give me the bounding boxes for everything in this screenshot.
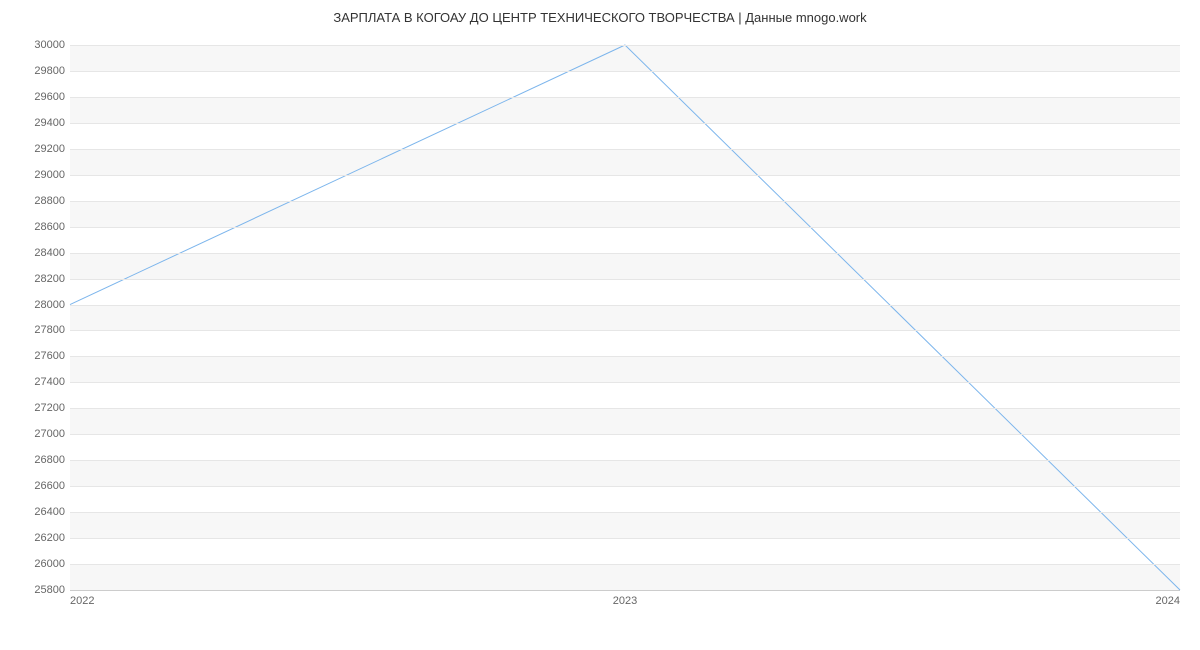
gridline [70,253,1180,254]
y-axis-label: 29000 [5,169,65,181]
gridline [70,201,1180,202]
gridline [70,382,1180,383]
y-axis-label: 29600 [5,91,65,103]
gridline [70,123,1180,124]
y-axis-label: 26800 [5,454,65,466]
gridline [70,227,1180,228]
gridline [70,305,1180,306]
gridline [70,97,1180,98]
y-axis-label: 28600 [5,221,65,233]
gridline [70,149,1180,150]
gridline [70,279,1180,280]
gridline [70,45,1180,46]
gridline [70,460,1180,461]
gridline [70,330,1180,331]
y-axis-label: 30000 [5,39,65,51]
y-axis-label: 28000 [5,299,65,311]
gridline [70,512,1180,513]
y-axis-label: 28200 [5,273,65,285]
y-axis-label: 26200 [5,532,65,544]
y-axis-label: 25800 [5,584,65,596]
y-axis-label: 27000 [5,428,65,440]
y-axis-label: 28800 [5,195,65,207]
gridline [70,564,1180,565]
gridline [70,434,1180,435]
y-axis-label: 29200 [5,143,65,155]
x-axis-label: 2024 [1156,595,1180,607]
gridline [70,175,1180,176]
gridline [70,71,1180,72]
y-axis-label: 27400 [5,376,65,388]
y-axis-label: 27600 [5,350,65,362]
y-axis-label: 27800 [5,324,65,336]
chart-container: ЗАРПЛАТА В КОГОАУ ДО ЦЕНТР ТЕХНИЧЕСКОГО … [0,0,1200,650]
gridline [70,538,1180,539]
gridline [70,408,1180,409]
x-axis-label: 2023 [613,595,637,607]
gridline [70,486,1180,487]
x-axis-label: 2022 [70,595,94,607]
plot-area [70,45,1180,591]
chart-title: ЗАРПЛАТА В КОГОАУ ДО ЦЕНТР ТЕХНИЧЕСКОГО … [0,10,1200,25]
y-axis-label: 26600 [5,480,65,492]
y-axis-label: 26000 [5,558,65,570]
gridline [70,356,1180,357]
y-axis-label: 29400 [5,117,65,129]
y-axis-label: 28400 [5,247,65,259]
line-series [70,45,1180,590]
y-axis-label: 27200 [5,402,65,414]
y-axis-label: 26400 [5,506,65,518]
y-axis-label: 29800 [5,65,65,77]
